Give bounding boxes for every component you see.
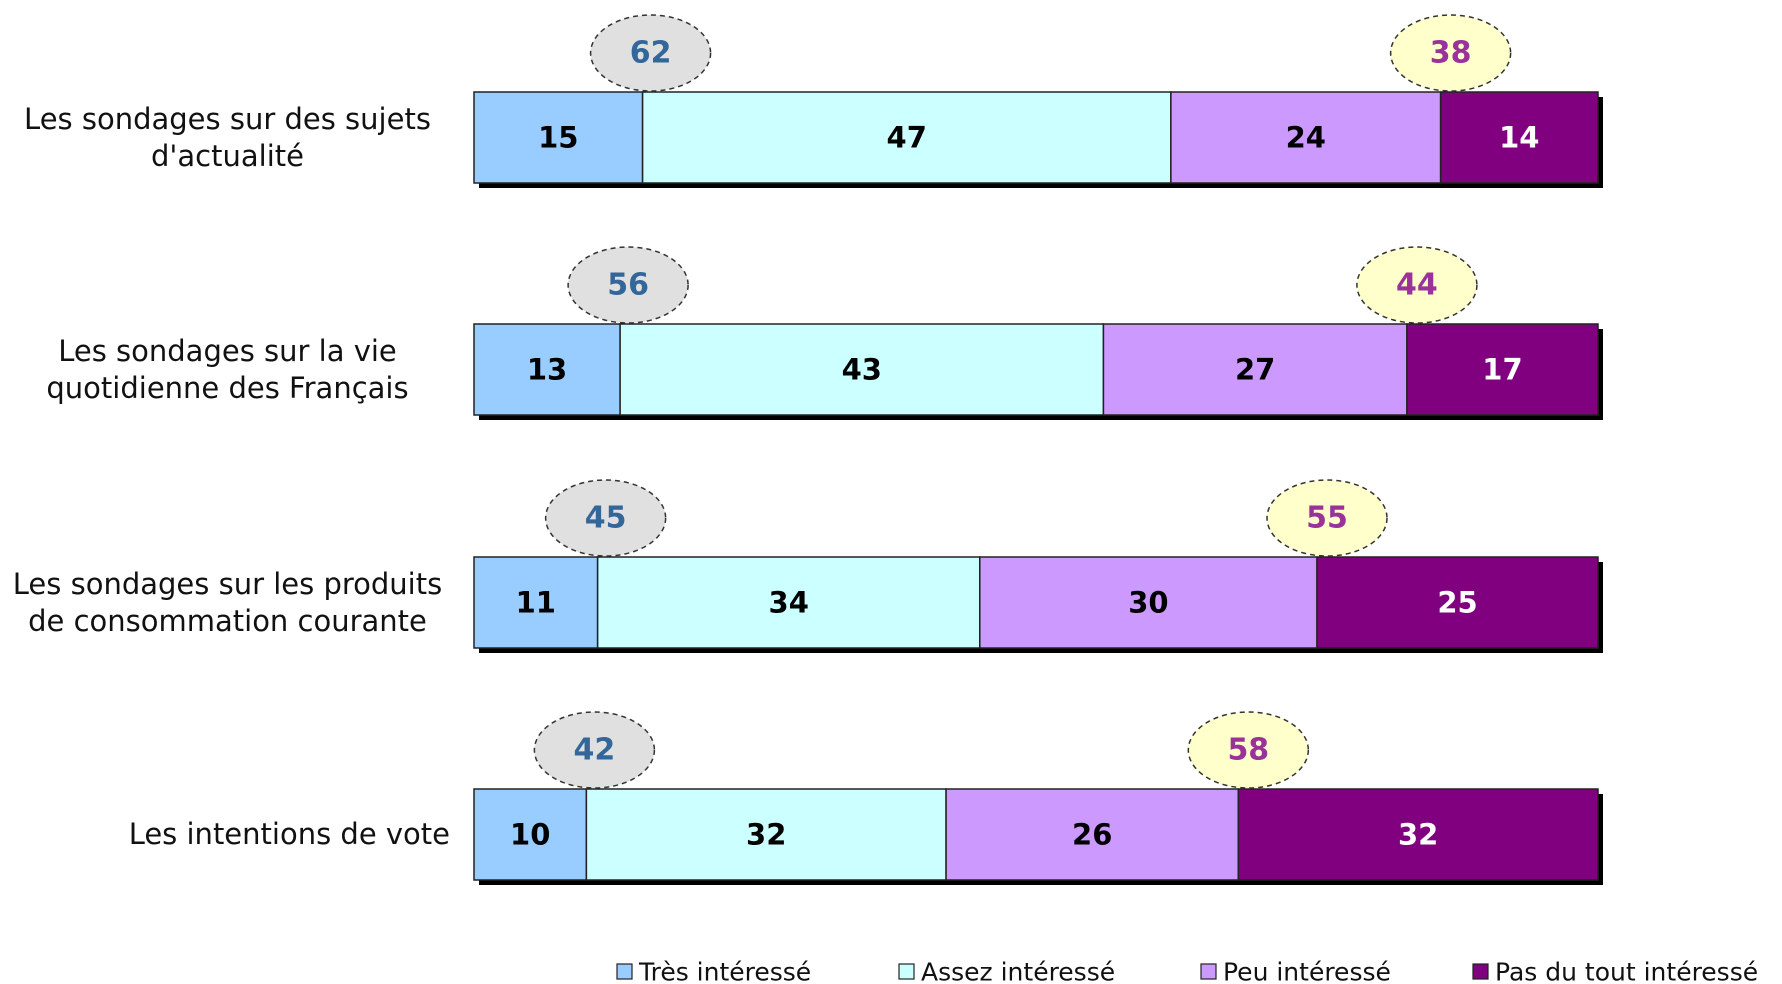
total-label: 62 <box>630 36 672 71</box>
bar-segment <box>1170 91 1442 184</box>
legend-swatch <box>898 963 915 980</box>
bar-segment <box>596 556 981 649</box>
value-label: 25 <box>1437 586 1477 620</box>
total-label: 58 <box>1227 733 1269 768</box>
bar-segment <box>473 556 599 649</box>
bar-segment <box>585 788 947 881</box>
value-label: 32 <box>746 818 786 852</box>
legend-swatch <box>616 963 633 980</box>
category-label: Les sondages sur des sujets d'actualité <box>5 101 450 175</box>
value-label: 30 <box>1128 586 1168 620</box>
bar-segment <box>1102 323 1408 416</box>
legend-label: Très intéressé <box>638 958 811 984</box>
total-label: 55 <box>1306 501 1348 536</box>
total-label: 44 <box>1396 268 1438 303</box>
category-label: Les sondages sur la vie quotidienne des … <box>5 333 450 407</box>
legend-label: Pas du tout intéressé <box>1495 958 1758 984</box>
bar-segment <box>945 788 1240 881</box>
value-label: 24 <box>1286 121 1326 155</box>
bar-segment <box>1439 91 1599 184</box>
category-label: Les intentions de vote <box>129 816 450 853</box>
value-label: 43 <box>842 353 882 387</box>
value-label: 10 <box>510 818 550 852</box>
value-label: 26 <box>1072 818 1112 852</box>
total-label: 56 <box>607 268 649 303</box>
total-label: 38 <box>1430 36 1472 71</box>
legend-label: Assez intéressé <box>921 958 1115 984</box>
category-text: Les intentions de vote <box>128 817 450 851</box>
bar-segment <box>979 556 1318 649</box>
value-label: 13 <box>527 353 567 387</box>
bar-segment <box>1316 556 1599 649</box>
bar-segment <box>619 323 1105 416</box>
total-bubble <box>589 14 712 92</box>
value-label: 11 <box>516 586 556 620</box>
total-bubble <box>1389 14 1512 92</box>
legend-swatch <box>1200 963 1217 980</box>
bar-segment <box>1237 788 1599 881</box>
total-label: 42 <box>574 733 616 768</box>
legend-label: Peu intéressé <box>1223 958 1391 984</box>
bar-segment <box>1406 323 1599 416</box>
total-bubble <box>1356 246 1478 324</box>
bar-segment <box>473 91 644 184</box>
value-label: 14 <box>1499 121 1539 155</box>
value-label: 47 <box>887 121 927 155</box>
category-text: Les sondages sur les produits de consomm… <box>12 566 443 638</box>
legend-swatch <box>1472 963 1489 980</box>
value-label: 27 <box>1235 353 1275 387</box>
bar-segment <box>473 788 588 881</box>
total-label: 45 <box>585 501 627 536</box>
total-bubble <box>567 246 689 324</box>
category-text: Les sondages sur des sujets d'actualité <box>24 101 431 173</box>
category-text: Les sondages sur la vie quotidienne des … <box>46 333 409 405</box>
value-label: 15 <box>538 121 578 155</box>
value-label: 32 <box>1398 818 1438 852</box>
total-bubble <box>1187 711 1310 789</box>
category-label: Les sondages sur les produits de consomm… <box>5 566 450 640</box>
total-bubble <box>533 711 656 789</box>
value-label: 17 <box>1482 353 1522 387</box>
total-bubble <box>544 479 667 557</box>
total-bubble <box>1266 479 1388 557</box>
value-label: 34 <box>769 586 809 620</box>
